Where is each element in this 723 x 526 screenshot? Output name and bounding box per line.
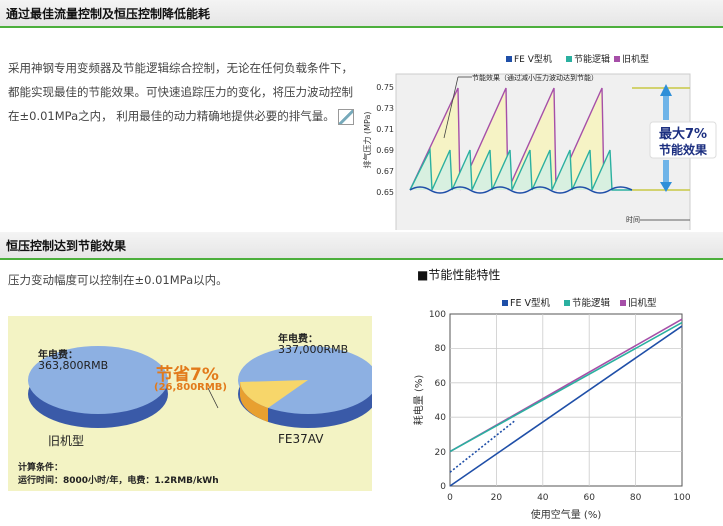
ytick-label: 0.73 xyxy=(376,104,394,113)
ytick-label: 0.71 xyxy=(376,125,394,134)
series-line-fev xyxy=(449,325,683,487)
legend-swatch-old xyxy=(620,300,626,306)
series-line-logic xyxy=(409,147,632,191)
series-line-logic xyxy=(449,321,683,453)
xtick-label: 20 xyxy=(491,493,503,503)
ytick-label: 40 xyxy=(435,413,447,423)
legend-label-old: 旧机型 xyxy=(622,53,649,65)
section-header-1: 通过最佳流量控制及恒压控制降低能耗 xyxy=(0,0,723,28)
pie-saving-slice xyxy=(240,380,308,408)
pie-new-label: 年电费： xyxy=(278,334,318,345)
broken-image-icon xyxy=(338,108,355,125)
section-header-2: 恒压控制达到节能效果 xyxy=(0,232,723,260)
series-line-fev xyxy=(409,186,633,194)
section-title-2: 恒压控制达到节能效果 xyxy=(6,239,127,253)
arrow-up-icon xyxy=(660,84,672,96)
ytick-label: 0.65 xyxy=(376,188,394,197)
ytick-label: 0.75 xyxy=(376,83,394,92)
perf-plot-area xyxy=(449,313,683,487)
ytick-label: 0.69 xyxy=(376,146,394,155)
ytick-label: 20 xyxy=(435,448,447,458)
paragraph-text-1: 采用神钢专用变频器及节能逻辑综合控制，无论在任何负载条件下，都能实现最佳的节能效… xyxy=(8,61,353,123)
pressure-annotation: 节能效果（通过减小压力波动达到节能） xyxy=(472,73,598,82)
calc-title: 计算条件： xyxy=(18,463,64,473)
ytick-label: 80 xyxy=(435,344,447,354)
paragraph-text-2: 压力变动幅度可以控制在±0.01MPa以内。 xyxy=(8,273,228,287)
legend-swatch-logic xyxy=(566,56,572,62)
xtick-label: 60 xyxy=(583,493,595,503)
pie-panel: 年电费： 363,800RMB 年电费： 337,000RMB 节省7% (26… xyxy=(8,316,378,491)
xtick-label: 40 xyxy=(537,493,549,503)
perf-chart-title: ■节能性能特性 xyxy=(417,268,501,282)
ytick-label: 0 xyxy=(440,482,446,492)
new-model-label: FE37AV xyxy=(278,432,324,446)
legend-label-logic: 节能逻辑 xyxy=(574,53,610,65)
legend-label-fev: FE V型机 xyxy=(510,297,550,309)
section-paragraph-2: 压力变动幅度可以控制在±0.01MPa以内。 xyxy=(8,268,368,292)
ytick-label: 0.67 xyxy=(376,167,394,176)
calc-detail: 运行时间：8000小时/年，电费：1.2RMB/kWh xyxy=(18,476,219,486)
ytick-label: 60 xyxy=(435,379,447,389)
legend-label-old: 旧机型 xyxy=(628,297,657,309)
xtick-label: 0 xyxy=(447,493,453,503)
section-paragraph-1: 采用神钢专用变频器及节能逻辑综合控制，无论在任何负载条件下，都能实现最佳的节能效… xyxy=(8,56,356,128)
old-model-label: 旧机型 xyxy=(48,434,85,448)
legend-label-fev: FE V型机 xyxy=(514,53,552,65)
arrow-down-icon xyxy=(660,182,672,192)
pie-old-label: 年电费： xyxy=(38,350,78,361)
pie-chart xyxy=(28,346,378,428)
badge-line-1: 最大7% xyxy=(659,126,707,142)
badge-line-2: 节能效果 xyxy=(659,142,707,157)
pressure-xlabel: 时间 xyxy=(626,215,640,224)
legend-swatch-logic xyxy=(564,300,570,306)
xtick-label: 100 xyxy=(673,493,690,503)
perf-chart: FE V型机 节能逻辑 旧机型 100 80 60 40 20 0 0 20 4… xyxy=(412,297,691,521)
saving-amount: (26,800RMB) xyxy=(154,382,228,393)
pie-new-value: 337,000RMB xyxy=(278,343,349,356)
saving-badge xyxy=(649,121,717,159)
perf-ylabel: 耗电量 (%) xyxy=(412,375,425,426)
pressure-ylabel: 排气压力 (MPa) xyxy=(362,111,372,168)
pie-old-value: 363,800RMB xyxy=(38,359,109,372)
legend-swatch-fev xyxy=(506,56,512,62)
section-title-1: 通过最佳流量控制及恒压控制降低能耗 xyxy=(6,7,211,21)
series-dotted-fev xyxy=(449,420,516,473)
legend-swatch-fev xyxy=(502,300,508,306)
pressure-chart: FE V型机 节能逻辑 旧机型 0.75 0.73 0.71 0.69 0.67… xyxy=(360,50,720,230)
xtick-label: 80 xyxy=(630,493,642,503)
ytick-label: 100 xyxy=(429,310,446,320)
saving-percent: 节省7% xyxy=(156,365,219,385)
perf-xlabel: 使用空气量 (%) xyxy=(531,508,602,521)
pie-old-top xyxy=(28,346,168,414)
legend-label-logic: 节能逻辑 xyxy=(572,297,611,309)
legend-swatch-old xyxy=(614,56,620,62)
